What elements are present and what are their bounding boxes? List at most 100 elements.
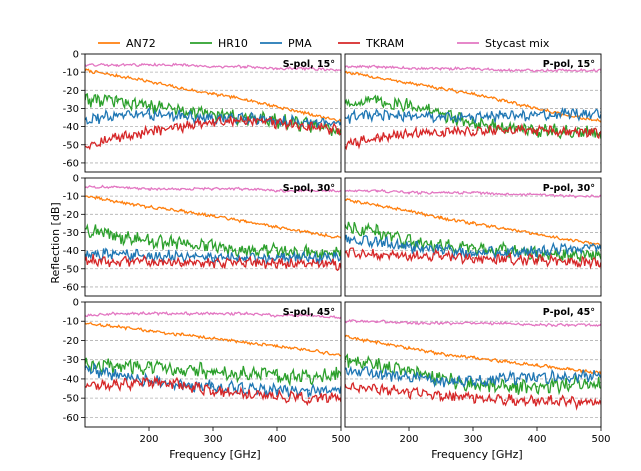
data-point-an72 xyxy=(536,107,538,110)
data-point-hr10 xyxy=(504,127,506,130)
data-point-an72 xyxy=(472,356,474,359)
x-tick-label: 200 xyxy=(139,434,158,445)
y-tick-label: 0 xyxy=(73,50,79,61)
data-point-an72 xyxy=(440,217,442,219)
data-point-pma xyxy=(568,247,570,250)
series-line-hr10 xyxy=(85,93,341,136)
data-point-pma xyxy=(504,378,506,380)
data-point-hr10 xyxy=(472,122,474,124)
data-point-pma xyxy=(504,114,506,117)
data-point-stycast-mix xyxy=(244,65,246,68)
data-point-stycast-mix xyxy=(276,314,278,317)
y-tick-label: -30 xyxy=(63,228,79,239)
data-point-tkram xyxy=(376,253,378,256)
data-point-stycast-mix xyxy=(408,322,410,325)
data-point-tkram xyxy=(276,395,278,398)
series-line-an72 xyxy=(85,68,341,122)
data-point-tkram xyxy=(504,129,506,132)
data-point-pma xyxy=(276,256,278,259)
series-group xyxy=(345,188,601,270)
data-point-pma xyxy=(308,256,310,259)
data-point-hr10 xyxy=(180,109,182,112)
data-point-stycast-mix xyxy=(308,67,310,70)
x-tick-label: 500 xyxy=(591,434,610,445)
data-point-an72 xyxy=(536,233,538,236)
data-point-hr10 xyxy=(536,385,538,388)
data-point-an72 xyxy=(408,347,410,350)
data-point-hr10 xyxy=(308,376,310,378)
series-line-an72 xyxy=(345,334,601,375)
data-point-stycast-mix xyxy=(180,312,182,315)
data-point-tkram xyxy=(472,397,474,400)
data-point-hr10 xyxy=(408,240,410,243)
data-point-pma xyxy=(472,116,474,119)
data-point-tkram xyxy=(212,389,214,392)
y-axis-label: Reflection [dB] xyxy=(49,202,62,283)
data-point-pma xyxy=(180,114,182,117)
data-point-pma xyxy=(440,116,442,119)
data-point-tkram xyxy=(504,399,506,401)
panel-label: S-pol, 30° xyxy=(283,183,335,194)
data-point-stycast-mix xyxy=(440,191,442,194)
data-point-hr10 xyxy=(472,247,474,250)
data-point-an72 xyxy=(180,87,182,90)
data-point-pma xyxy=(536,114,538,117)
data-point-an72 xyxy=(212,337,214,340)
data-point-tkram xyxy=(536,129,538,132)
panel-label: P-pol, 30° xyxy=(543,183,595,194)
data-point-an72 xyxy=(440,87,442,90)
data-point-tkram xyxy=(148,381,150,384)
data-point-hr10 xyxy=(244,247,246,250)
data-point-tkram xyxy=(212,120,214,123)
data-point-an72 xyxy=(504,360,506,363)
y-tick-label: -30 xyxy=(63,104,79,115)
data-point-an72 xyxy=(308,113,310,115)
data-point-an72 xyxy=(148,329,150,332)
series-line-pma xyxy=(345,234,601,261)
data-point-tkram xyxy=(244,120,246,123)
panel-label: P-pol, 15° xyxy=(543,59,595,70)
data-point-tkram xyxy=(308,262,310,265)
data-point-tkram xyxy=(244,260,246,263)
data-point-an72 xyxy=(376,341,378,344)
data-point-stycast-mix xyxy=(504,69,506,72)
data-point-tkram xyxy=(148,131,150,133)
data-point-pma xyxy=(440,379,442,382)
data-point-stycast-mix xyxy=(504,193,506,196)
x-tick-label: 500 xyxy=(331,434,350,445)
data-point-an72 xyxy=(244,98,246,101)
series-line-tkram xyxy=(345,247,601,270)
series-group xyxy=(85,310,341,407)
legend-label-stycast-mix: Stycast mix xyxy=(485,37,550,50)
data-point-hr10 xyxy=(276,249,278,252)
data-point-stycast-mix xyxy=(148,63,150,66)
data-point-hr10 xyxy=(568,383,570,386)
data-point-tkram xyxy=(308,125,310,128)
y-tick-label: -50 xyxy=(63,140,79,151)
y-tick-label: -40 xyxy=(63,122,79,133)
data-point-hr10 xyxy=(440,244,442,247)
data-point-stycast-mix xyxy=(376,320,378,323)
data-point-an72 xyxy=(408,209,410,212)
series-line-tkram xyxy=(345,381,601,411)
data-point-stycast-mix xyxy=(244,312,246,315)
panel-s-pol-30: 0 -10 -20 -30 -40 -50 -60 S-pol, 30° xyxy=(63,174,342,297)
data-point-tkram xyxy=(376,136,378,139)
legend-label-hr10: HR10 xyxy=(218,37,248,50)
x-tick-label: 300 xyxy=(203,434,222,445)
y-tick-label: -40 xyxy=(63,246,79,257)
data-point-an72 xyxy=(148,80,150,83)
data-point-hr10 xyxy=(180,242,182,245)
data-point-pma xyxy=(212,385,214,388)
data-point-pma xyxy=(308,389,310,392)
data-point-an72 xyxy=(116,200,118,203)
data-point-pma xyxy=(244,256,246,259)
data-point-pma xyxy=(408,114,410,117)
data-point-an72 xyxy=(472,93,474,95)
data-point-hr10 xyxy=(376,364,378,367)
x-axis-label-right: Frequency [GHz] xyxy=(431,448,522,461)
data-point-pma xyxy=(536,249,538,252)
data-point-an72 xyxy=(148,206,150,208)
y-tick-label: -40 xyxy=(63,374,79,385)
data-point-pma xyxy=(376,114,378,117)
